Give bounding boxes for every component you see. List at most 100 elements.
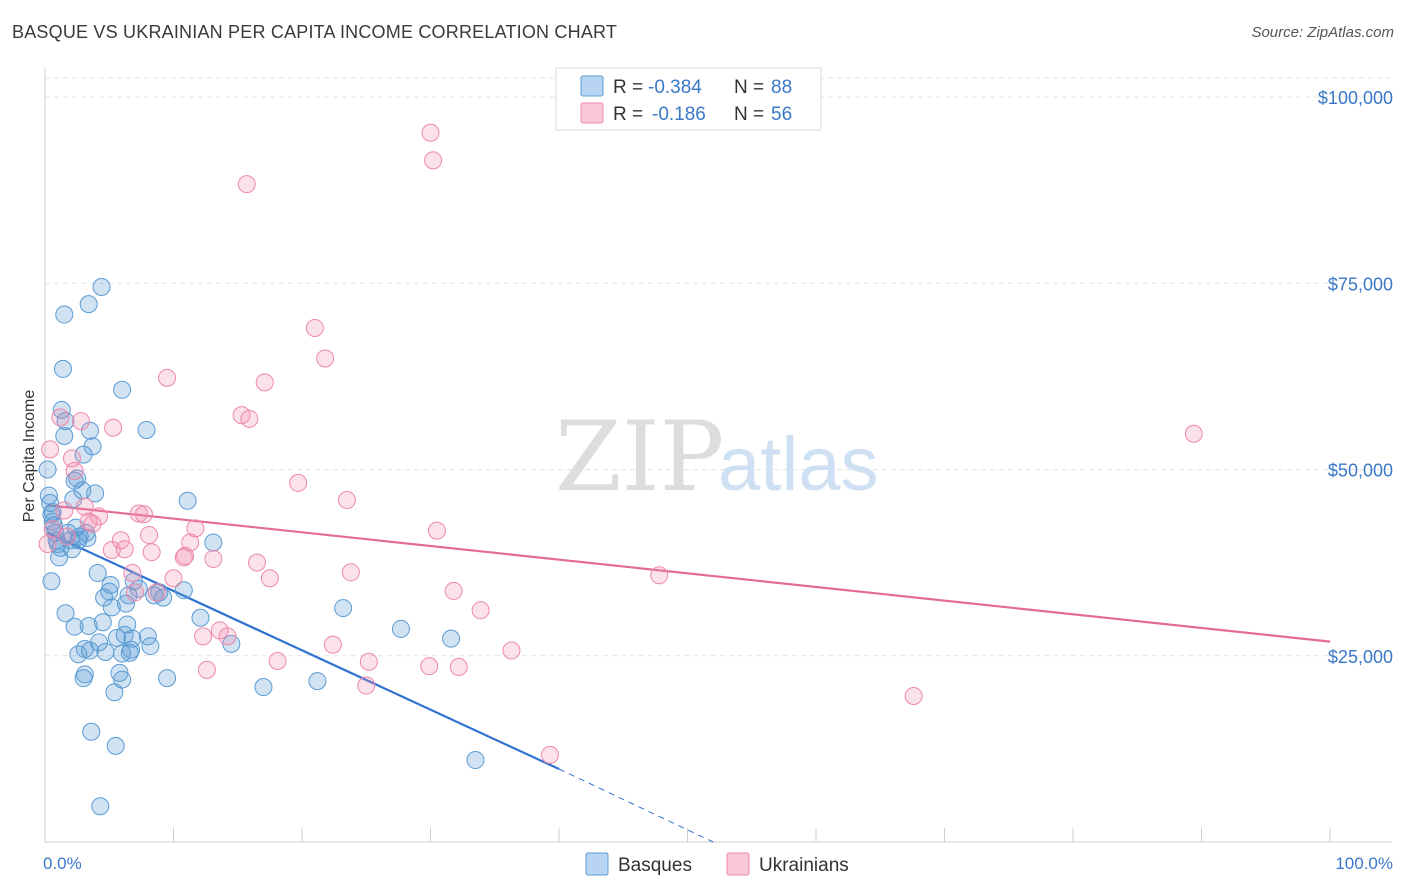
- legend-swatch-basques: [580, 75, 604, 97]
- ukrainians-point: [194, 627, 213, 646]
- ukrainians-point: [240, 409, 259, 428]
- legend-n-value-1: 88: [771, 77, 792, 98]
- basques-point: [96, 643, 115, 662]
- bottom-legend-swatch-ukrainians: [726, 852, 750, 876]
- ukrainians-point: [1184, 424, 1203, 443]
- x-tick-label: 100.0%: [1335, 854, 1393, 873]
- watermark: ZIP atlas: [555, 401, 879, 513]
- ukrainians-point: [359, 652, 378, 671]
- ukrainians-point: [158, 368, 177, 387]
- ukrainians-point: [181, 533, 200, 552]
- basques-point: [158, 669, 177, 688]
- basques-point: [334, 599, 353, 618]
- basques-point: [118, 615, 137, 634]
- basques-point: [88, 564, 107, 583]
- ukrainians-point: [218, 627, 237, 646]
- basques-point: [178, 491, 197, 510]
- ukrainians-point: [111, 531, 130, 550]
- legend-n-value-2: 56: [771, 104, 792, 125]
- ukrainians-point: [147, 583, 166, 602]
- ukrainians-point: [357, 676, 376, 695]
- bottom-legend-ukrainians: Ukrainians: [759, 855, 849, 876]
- ukrainians-point: [41, 440, 60, 459]
- basques-point: [68, 469, 87, 488]
- basques-point: [91, 797, 110, 816]
- bottom-legend-basques: Basques: [618, 855, 692, 876]
- basques-point: [65, 617, 84, 636]
- basques-point: [442, 629, 461, 648]
- ukrainians-point: [134, 505, 153, 524]
- legend-r-value-2: -0.186: [652, 104, 706, 125]
- ukrainians-point: [83, 514, 102, 533]
- basques-trend-line: [47, 531, 560, 770]
- legend-r-label-1: R =: [613, 77, 643, 98]
- ukrainians-point: [316, 349, 335, 368]
- ukrainians-point: [268, 651, 287, 670]
- ukrainians-point: [424, 151, 443, 170]
- data-points: [38, 123, 1203, 816]
- basques-point: [123, 629, 142, 648]
- ukrainians-point: [129, 504, 148, 523]
- basques-point: [50, 548, 69, 567]
- ukrainians-point: [123, 564, 142, 583]
- ukrainians-point: [164, 569, 183, 588]
- x-tick-labels: 0.0% 100.0%: [43, 854, 1393, 873]
- basques-point: [65, 471, 84, 490]
- basques-point: [92, 277, 111, 296]
- x-tick-label: 0.0%: [43, 854, 82, 873]
- ukrainians-point: [55, 501, 74, 520]
- basques-point: [53, 359, 72, 378]
- legend-r-value-1: -0.384: [648, 77, 702, 98]
- basques-point: [191, 608, 210, 627]
- y-tick-label: $75,000: [1328, 274, 1393, 294]
- ukrainians-point: [541, 745, 560, 764]
- axes: [44, 68, 1392, 843]
- y-tick-label: $25,000: [1328, 647, 1393, 667]
- ukrainians-point: [289, 473, 308, 492]
- basques-point: [89, 633, 108, 652]
- legend-swatch-ukrainians: [580, 102, 604, 124]
- basques-point: [137, 421, 156, 440]
- basques-point: [42, 572, 61, 591]
- ukrainians-point: [89, 507, 108, 526]
- ukrainians-point: [51, 408, 70, 427]
- basques-trend-extension: [558, 768, 714, 843]
- ukrainians-trend-line: [47, 504, 1331, 643]
- basques-point: [113, 644, 132, 663]
- ukrainians-point: [420, 657, 439, 676]
- stats-legend: R = -0.384 N = 88 R = -0.186 N = 56: [555, 67, 822, 131]
- watermark-zip: ZIP: [555, 401, 724, 513]
- ukrainians-point: [237, 175, 256, 194]
- ukrainians-point: [341, 563, 360, 582]
- ukrainians-point: [260, 569, 279, 588]
- basques-point: [100, 582, 119, 601]
- basques-point: [113, 670, 132, 689]
- basques-point: [106, 736, 125, 755]
- basques-point: [82, 722, 101, 741]
- ukrainians-point: [125, 583, 144, 602]
- ukrainians-point: [444, 581, 463, 600]
- ukrainians-point: [43, 520, 62, 539]
- ukrainians-point: [323, 635, 342, 654]
- ukrainians-point: [75, 497, 94, 516]
- ukrainians-point: [421, 123, 440, 142]
- basques-point: [55, 426, 74, 445]
- ukrainians-point: [71, 412, 90, 431]
- basques-point: [79, 295, 98, 314]
- trend-lines: [47, 504, 1331, 843]
- ukrainians-point: [255, 373, 274, 392]
- basques-point: [102, 598, 121, 617]
- y-tick-label: $50,000: [1328, 461, 1393, 481]
- basques-point: [56, 604, 75, 623]
- ukrainians-point: [142, 543, 161, 562]
- ukrainians-point: [186, 519, 205, 538]
- basques-point: [204, 533, 223, 552]
- ukrainians-point: [449, 657, 468, 676]
- ukrainians-point: [337, 491, 356, 510]
- ukrainians-point: [115, 540, 134, 559]
- ukrainians-point: [57, 527, 76, 546]
- ukrainians-point: [305, 318, 324, 337]
- basques-point: [52, 400, 71, 419]
- ukrainians-point: [502, 641, 521, 660]
